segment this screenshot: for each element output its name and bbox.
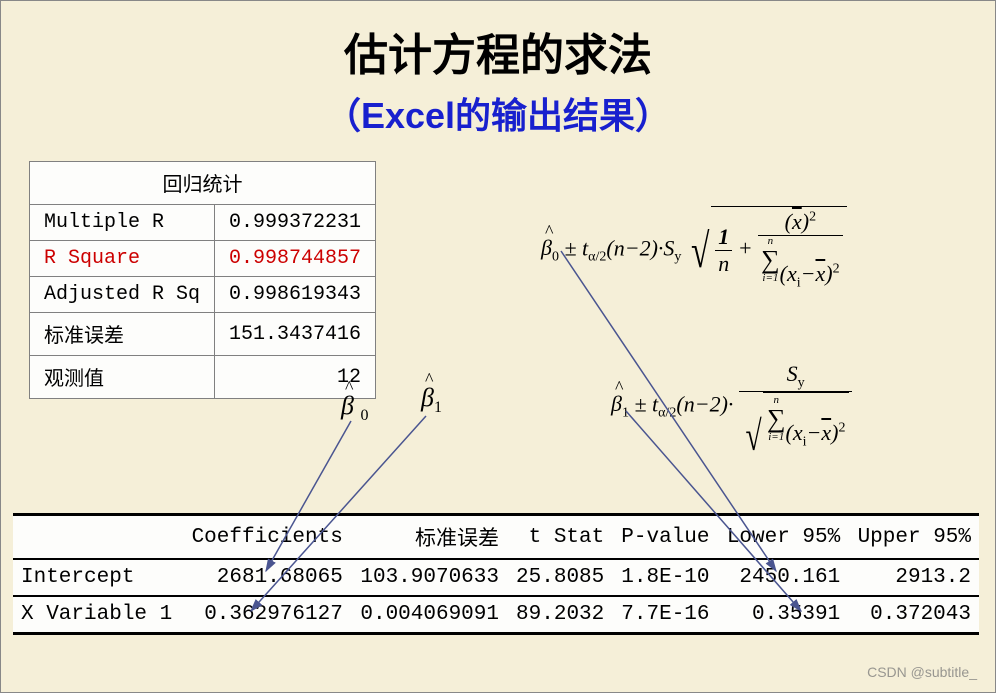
coef-col: 标准误差 (351, 515, 507, 560)
stat-body: Multiple R0.999372231R Square0.998744857… (30, 205, 376, 399)
formula-beta0: β0 ± tα/2(n−2)·Sy √ 1n + (x)2 n∑i=1(xi−x… (541, 206, 847, 291)
slide-title: 估计方程的求法 (1, 19, 995, 83)
coef-col: Upper 95% (848, 515, 979, 560)
stat-header: 回归统计 (30, 162, 376, 205)
regression-stat-table: 回归统计 Multiple R0.999372231R Square0.9987… (29, 161, 376, 399)
coef-body: Intercept2681.68065103.907063325.80851.8… (13, 559, 979, 634)
coef-cell: 0.35391 (718, 596, 849, 634)
table-row: X Variable 10.3629761270.00406909189.203… (13, 596, 979, 634)
beta1-label: β1 (421, 383, 442, 417)
stat-value: 0.998744857 (215, 241, 376, 277)
coef-col: P-value (612, 515, 717, 560)
coef-col: t Stat (507, 515, 612, 560)
coefficients-table: Coefficients标准误差t StatP-valueLower 95%Up… (13, 513, 979, 635)
beta0-label: β 0 (341, 391, 368, 425)
stat-label: R Square (30, 241, 215, 277)
coef-cell: 103.9070633 (351, 559, 507, 596)
coef-cell: 1.8E-10 (612, 559, 717, 596)
coef-col (13, 515, 182, 560)
coef-cell: 25.8085 (507, 559, 612, 596)
coef-header-row: Coefficients标准误差t StatP-valueLower 95%Up… (13, 515, 979, 560)
coef-col: Coefficients (182, 515, 351, 560)
coef-cell: Intercept (13, 559, 182, 596)
coef-cell: 2450.161 (718, 559, 849, 596)
stat-label: Multiple R (30, 205, 215, 241)
formula-beta1: β1 ± tα/2(n−2)· Sy √n∑i=1(xi−x)2 (611, 361, 852, 451)
table-row: Intercept2681.68065103.907063325.80851.8… (13, 559, 979, 596)
coef-cell: 89.2032 (507, 596, 612, 634)
subtitle-brand: Excel (361, 95, 455, 136)
stat-label: 标准误差 (30, 313, 215, 356)
coef-cell: 2913.2 (848, 559, 979, 596)
subtitle-rest: 的输出结果） (455, 95, 671, 136)
coef-cell: 7.7E-16 (612, 596, 717, 634)
watermark: CSDN @subtitle_ (867, 664, 977, 680)
coef-cell: 0.362976127 (182, 596, 351, 634)
stat-value: 151.3437416 (215, 313, 376, 356)
stat-label: Adjusted R Sq (30, 277, 215, 313)
stat-value: 0.999372231 (215, 205, 376, 241)
coef-cell: 0.004069091 (351, 596, 507, 634)
coef-cell: X Variable 1 (13, 596, 182, 634)
subtitle-paren-open: （ (325, 95, 361, 136)
coef-col: Lower 95% (718, 515, 849, 560)
stat-label: 观测值 (30, 356, 215, 399)
stat-value: 0.998619343 (215, 277, 376, 313)
coef-cell: 2681.68065 (182, 559, 351, 596)
slide-subtitle: （Excel的输出结果） (1, 87, 995, 139)
coef-cell: 0.372043 (848, 596, 979, 634)
slide: 估计方程的求法 （Excel的输出结果） 回归统计 Multiple R0.99… (0, 0, 996, 693)
